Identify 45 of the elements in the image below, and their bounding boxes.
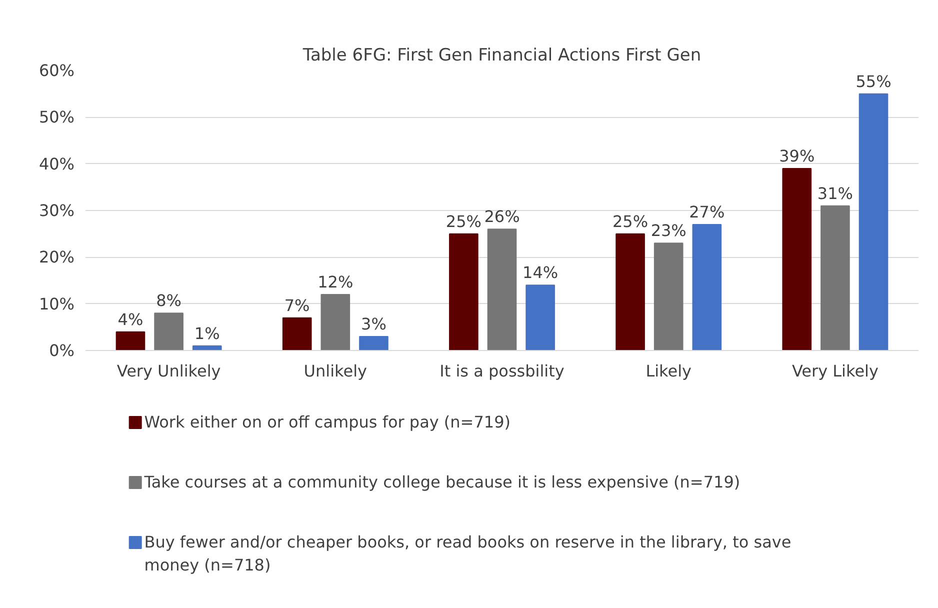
bar — [487, 228, 517, 350]
chart-title: Table 6FG: First Gen Financial Actions First Gen — [302, 46, 702, 66]
bar — [820, 205, 850, 350]
x-tick-label: Likely — [646, 362, 692, 380]
data-label: 25% — [446, 212, 482, 231]
bar — [282, 317, 312, 350]
x-tick-label: Very Likely — [792, 362, 878, 380]
bar — [858, 93, 888, 350]
data-label: 26% — [484, 207, 520, 226]
bar — [359, 336, 388, 350]
data-label: 4% — [118, 310, 144, 329]
y-tick-label: 0% — [49, 341, 75, 360]
data-label: 23% — [650, 221, 686, 240]
bar — [782, 168, 812, 350]
bar — [616, 233, 645, 350]
data-label: 39% — [779, 146, 815, 166]
y-tick-label: 60% — [38, 61, 74, 80]
data-label: 8% — [156, 291, 182, 310]
data-label: 1% — [194, 324, 220, 343]
data-label: 3% — [361, 314, 386, 334]
data-label: 31% — [817, 184, 853, 203]
bar — [692, 224, 722, 350]
y-tick-label: 30% — [38, 201, 74, 220]
y-tick-label: 40% — [38, 154, 74, 174]
legend-label: Buy fewer and/or cheaper books, or read books on reserve in the library, to save money (n=718) — [144, 532, 792, 574]
y-tick-label: 10% — [38, 294, 74, 314]
x-tick-label: Unlikely — [304, 362, 368, 380]
legend-label: Take courses at a community college because it is less expensive (n=719) — [143, 472, 740, 492]
bar — [449, 233, 478, 350]
bar — [154, 312, 184, 350]
bar — [654, 242, 684, 350]
legend-label: Work either on or off campus for pay (n=719) — [144, 412, 511, 432]
data-label: 12% — [318, 272, 354, 292]
y-tick-label: 50% — [38, 108, 74, 127]
data-label: 14% — [522, 263, 558, 282]
data-label: 25% — [612, 212, 648, 231]
data-label: 7% — [284, 296, 310, 315]
data-label: 55% — [856, 72, 892, 91]
data-label: 27% — [689, 202, 725, 222]
y-tick-label: 20% — [38, 248, 74, 267]
x-tick-label: Very Unlikely — [116, 362, 221, 380]
bar — [526, 284, 555, 350]
bar — [116, 331, 146, 350]
x-tick-label: It is a possbility — [440, 362, 564, 380]
bar — [320, 294, 350, 350]
